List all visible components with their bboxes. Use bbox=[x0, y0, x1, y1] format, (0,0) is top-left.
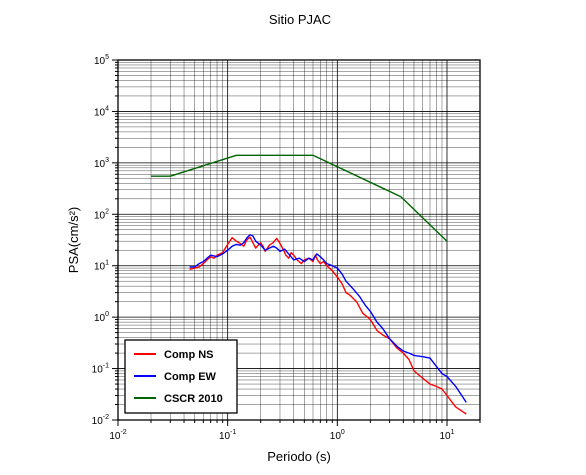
x-axis-label: Periodo (s) bbox=[267, 449, 331, 464]
y-tick-label: 10-2 bbox=[92, 414, 109, 427]
legend-label-cscr-2010: CSCR 2010 bbox=[164, 393, 223, 405]
legend: Comp NS Comp EW CSCR 2010 bbox=[124, 339, 238, 414]
x-tick-label: 10-1 bbox=[219, 429, 236, 442]
y-tick-label: 103 bbox=[94, 157, 109, 170]
chart-title: Sitio PJAC bbox=[269, 12, 331, 27]
y-tick-label: 101 bbox=[94, 260, 109, 273]
series-layer bbox=[151, 154, 467, 415]
legend-label-comp-ns: Comp NS bbox=[164, 349, 214, 361]
plot-frame bbox=[117, 59, 481, 421]
x-tick-label: 10-2 bbox=[109, 429, 126, 442]
axis-ticks bbox=[112, 59, 481, 426]
x-tick-labels: 10-2 10-1 100 101 bbox=[109, 429, 454, 442]
x-tick-label: 101 bbox=[439, 429, 454, 442]
x-tick-label: 100 bbox=[330, 429, 345, 442]
grid bbox=[117, 59, 481, 421]
legend-label-comp-ew: Comp EW bbox=[164, 371, 217, 383]
y-tick-label: 104 bbox=[94, 105, 109, 118]
y-tick-labels: 10-2 10-1 100 101 102 103 104 105 bbox=[92, 54, 109, 427]
y-tick-label: 102 bbox=[94, 208, 109, 221]
y-tick-label: 105 bbox=[94, 54, 109, 67]
series-line-comp-ns bbox=[189, 236, 467, 415]
y-tick-label: 100 bbox=[94, 311, 109, 324]
y-tick-label: 10-1 bbox=[92, 363, 109, 376]
series-line-comp-ew bbox=[189, 234, 467, 403]
series-line-cscr-2010 bbox=[151, 154, 448, 242]
y-axis-label: PSA(cm/s²) bbox=[66, 207, 81, 273]
